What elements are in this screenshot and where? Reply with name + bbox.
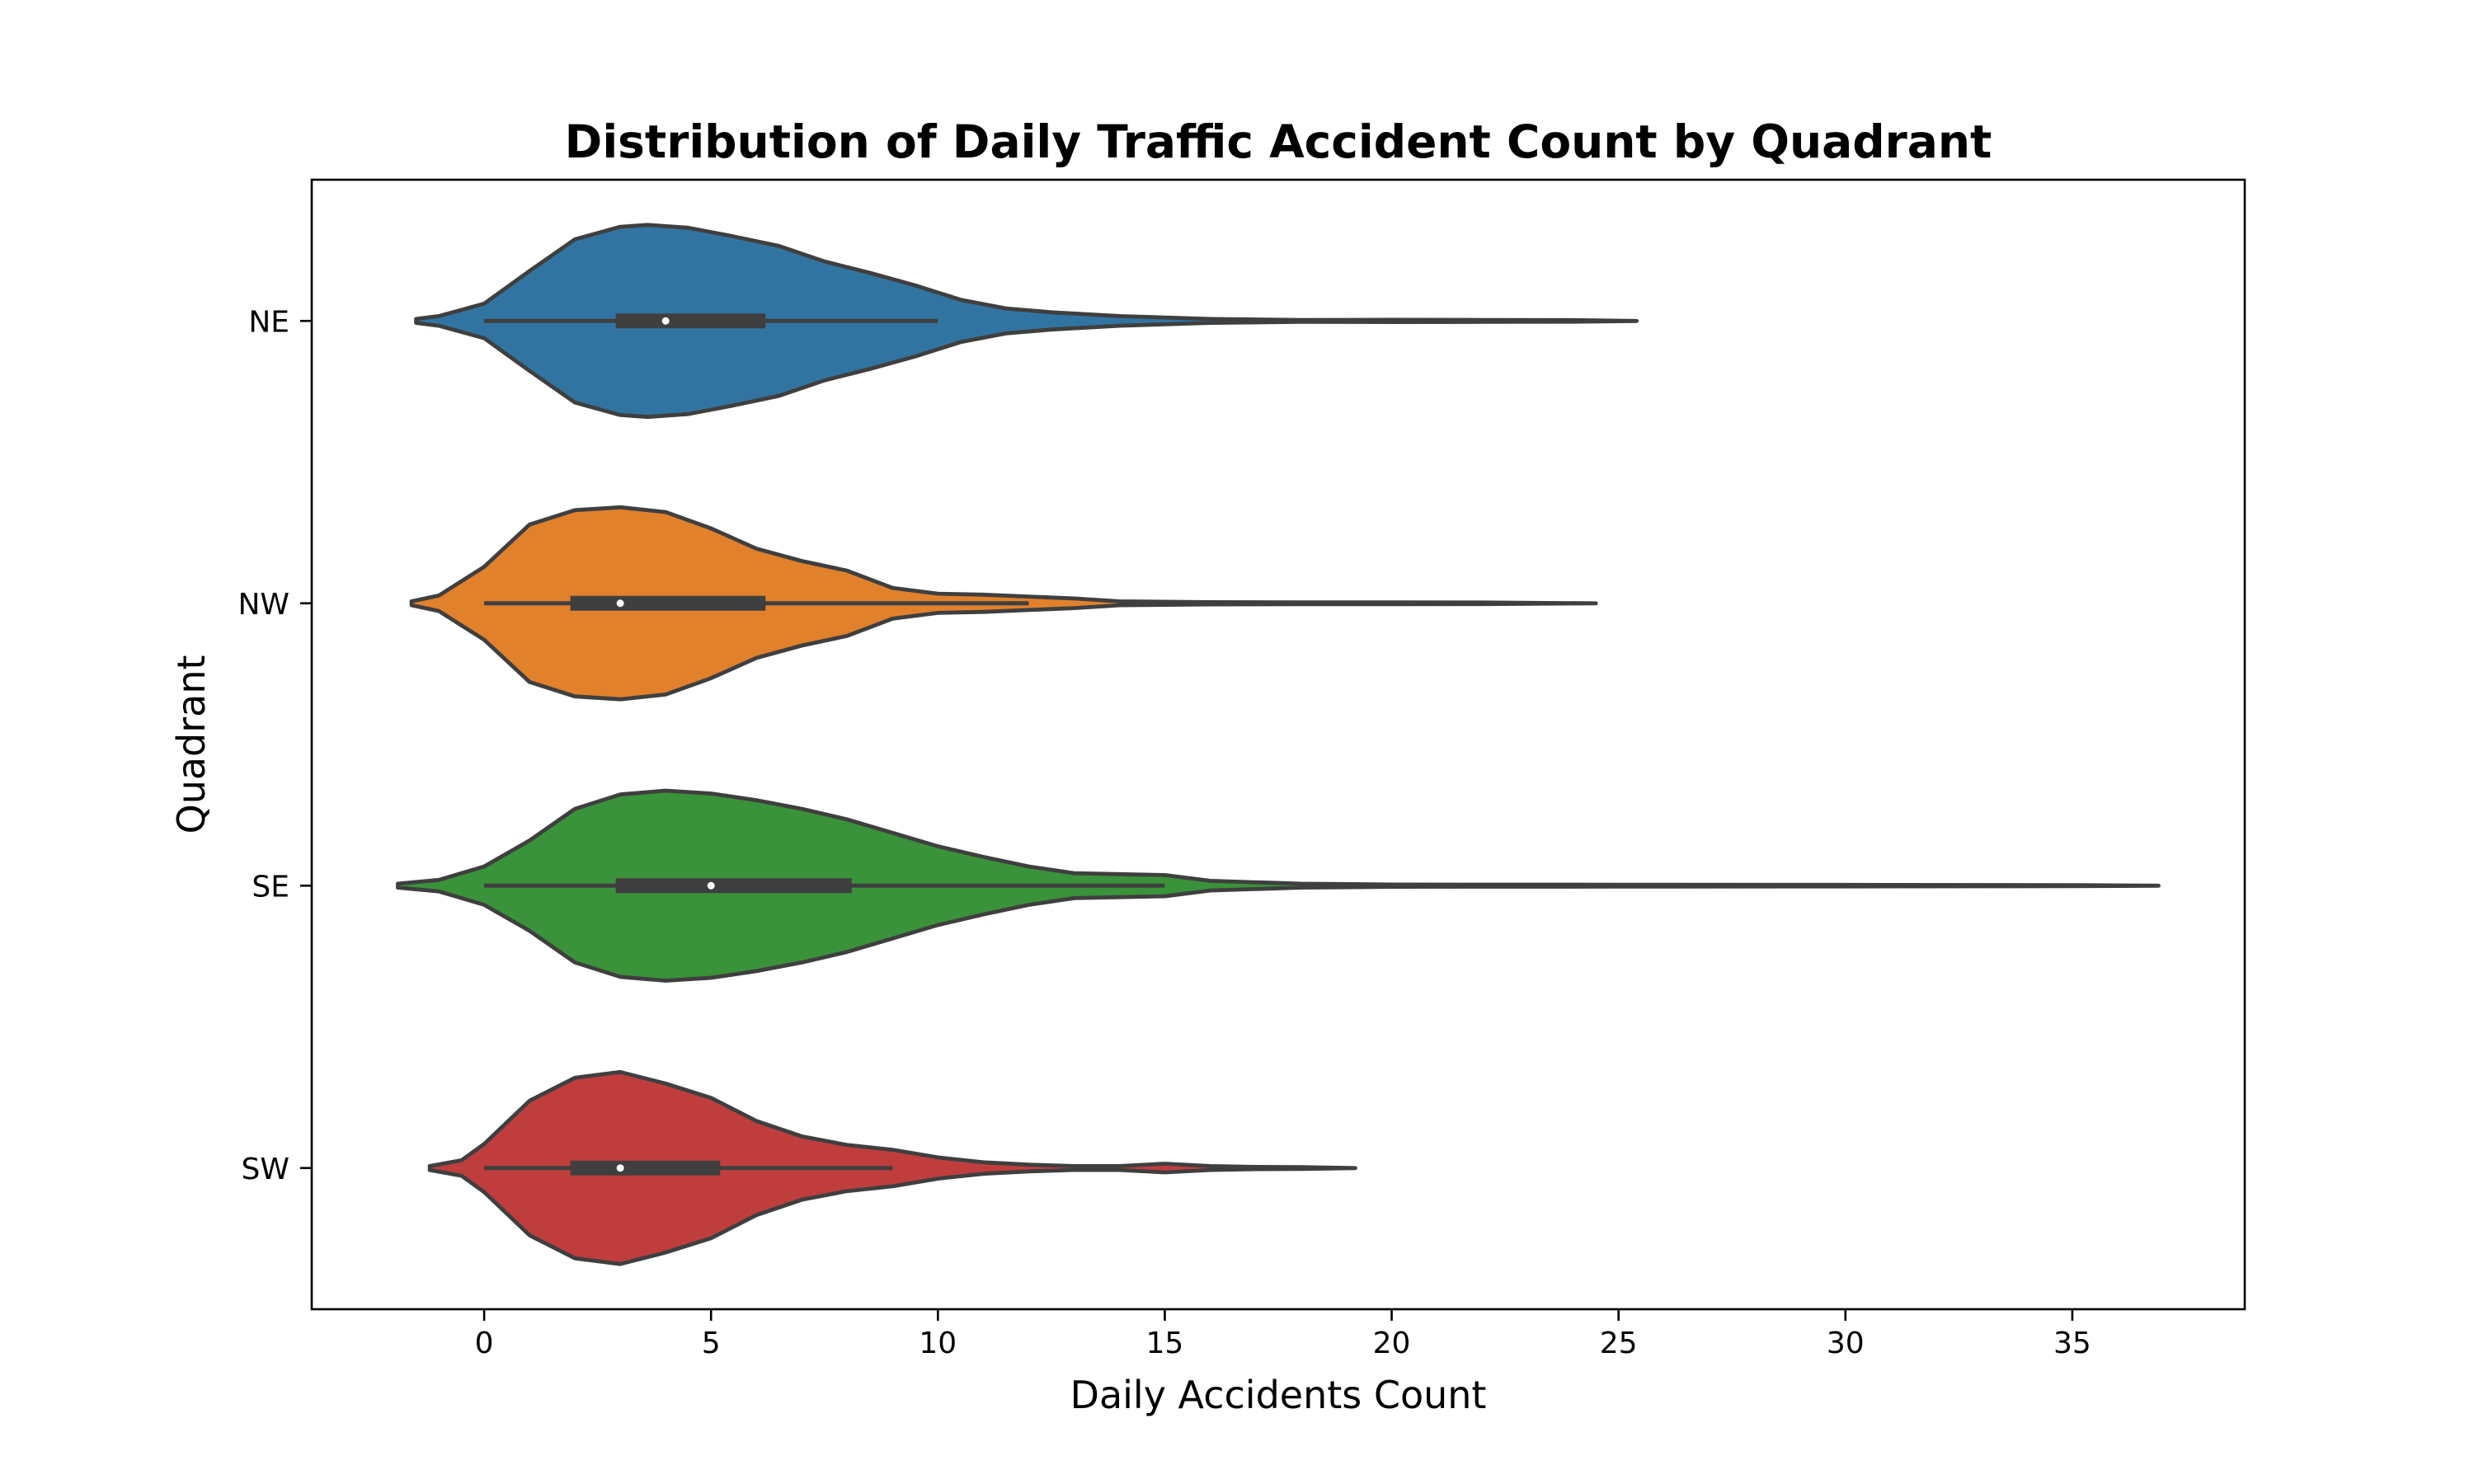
x-axis-ticks: 0 5 10 15 20 25 30 35 [475, 1309, 2091, 1360]
y-tick-label-ne: NE [248, 305, 289, 339]
median-marker-se [707, 881, 715, 890]
violin-ne [414, 223, 1639, 420]
violin-group-sw [427, 1069, 1357, 1266]
x-axis-label: Daily Accidents Count [1070, 1373, 1487, 1417]
iqr-box-nw [570, 595, 766, 611]
y-axis-label: Quadrant [169, 655, 214, 834]
violin-group-ne [414, 223, 1639, 420]
x-tick-label-0: 0 [475, 1327, 494, 1360]
y-tick-label-sw: SW [242, 1153, 289, 1186]
median-marker-ne [661, 317, 670, 325]
violin-group-se [396, 788, 2161, 983]
iqr-box-se [615, 878, 852, 894]
median-marker-nw [616, 599, 624, 608]
x-tick-label-35: 35 [2053, 1327, 2091, 1360]
plot-frame [310, 178, 2246, 1311]
median-marker-sw [616, 1164, 624, 1172]
chart-title: Distribution of Daily Traffic Accident C… [565, 115, 1992, 168]
y-axis-ticks: NE NW SE SW [238, 305, 312, 1186]
x-tick-label-5: 5 [702, 1327, 721, 1360]
violins-layer [396, 223, 2161, 1266]
y-tick-label-nw: NW [238, 588, 289, 622]
x-tick-label-30: 30 [1827, 1327, 1865, 1360]
x-tick-label-10: 10 [919, 1327, 957, 1360]
x-tick-label-20: 20 [1373, 1327, 1411, 1360]
x-tick-label-25: 25 [1600, 1327, 1638, 1360]
x-tick-label-15: 15 [1146, 1327, 1184, 1360]
y-tick-label-se: SE [252, 870, 289, 904]
violin-se [396, 788, 2161, 983]
violin-group-nw [409, 505, 1598, 702]
iqr-box-ne [615, 313, 766, 329]
iqr-box-sw [570, 1160, 721, 1176]
